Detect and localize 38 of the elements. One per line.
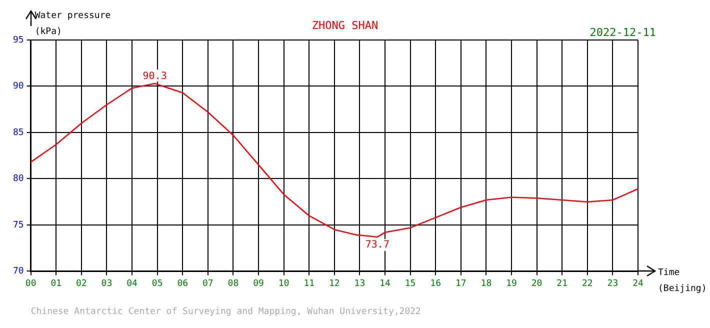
y-tick-label: 85 [12,128,24,138]
x-tick-label: 05 [152,278,163,289]
x-tick-label: 15 [404,278,416,289]
x-tick-label: 17 [455,278,466,289]
x-tick-label: 06 [177,278,188,289]
x-tick-label: 01 [50,278,62,289]
x-tick-label: 14 [380,278,390,289]
x-axis-title: Time (Beijing) [658,267,707,296]
x-tick-label: 07 [202,278,214,289]
x-tick-label: 02 [76,278,87,289]
y-tick-label: 80 [12,174,24,184]
y-tick-label: 90 [12,82,24,92]
x-tick-label: 21 [556,278,568,289]
x-tick-label: 12 [328,278,340,289]
x-tick-label: 13 [354,278,366,289]
x-tick-label: 19 [506,278,517,289]
x-tick-label: 04 [126,278,138,289]
x-tick-label: 08 [228,278,239,289]
x-tick-label: 10 [278,278,290,289]
y-tick-label: 70 [12,266,24,277]
y-tick-label: 75 [12,220,24,230]
x-tick-label: 23 [607,278,618,289]
chart-subtitle: 2022-12-11 [590,26,656,39]
x-tick-label: 11 [304,278,315,289]
x-tick-label: 00 [25,278,36,289]
x-tick-label: 16 [430,278,442,289]
chart-title: ZHONG SHAN [312,19,378,32]
x-tick-label: 24 [632,278,644,289]
x-tick-label: 22 [582,278,593,289]
x-tick-label: 09 [253,278,264,289]
y-tick-label: 95 [12,35,24,46]
annotation: 73.7 [365,240,390,251]
x-tick-label: 03 [101,278,112,289]
x-tick-label: 18 [480,278,492,289]
text: Chinese Antarctic Center of Surveying and Mapping, Wuhan University,2022 [30,306,421,318]
annotation: 90.3 [142,71,167,82]
x-tick-label: 20 [531,278,542,289]
y-axis-title: Water pressure (kPa) [34,10,111,38]
